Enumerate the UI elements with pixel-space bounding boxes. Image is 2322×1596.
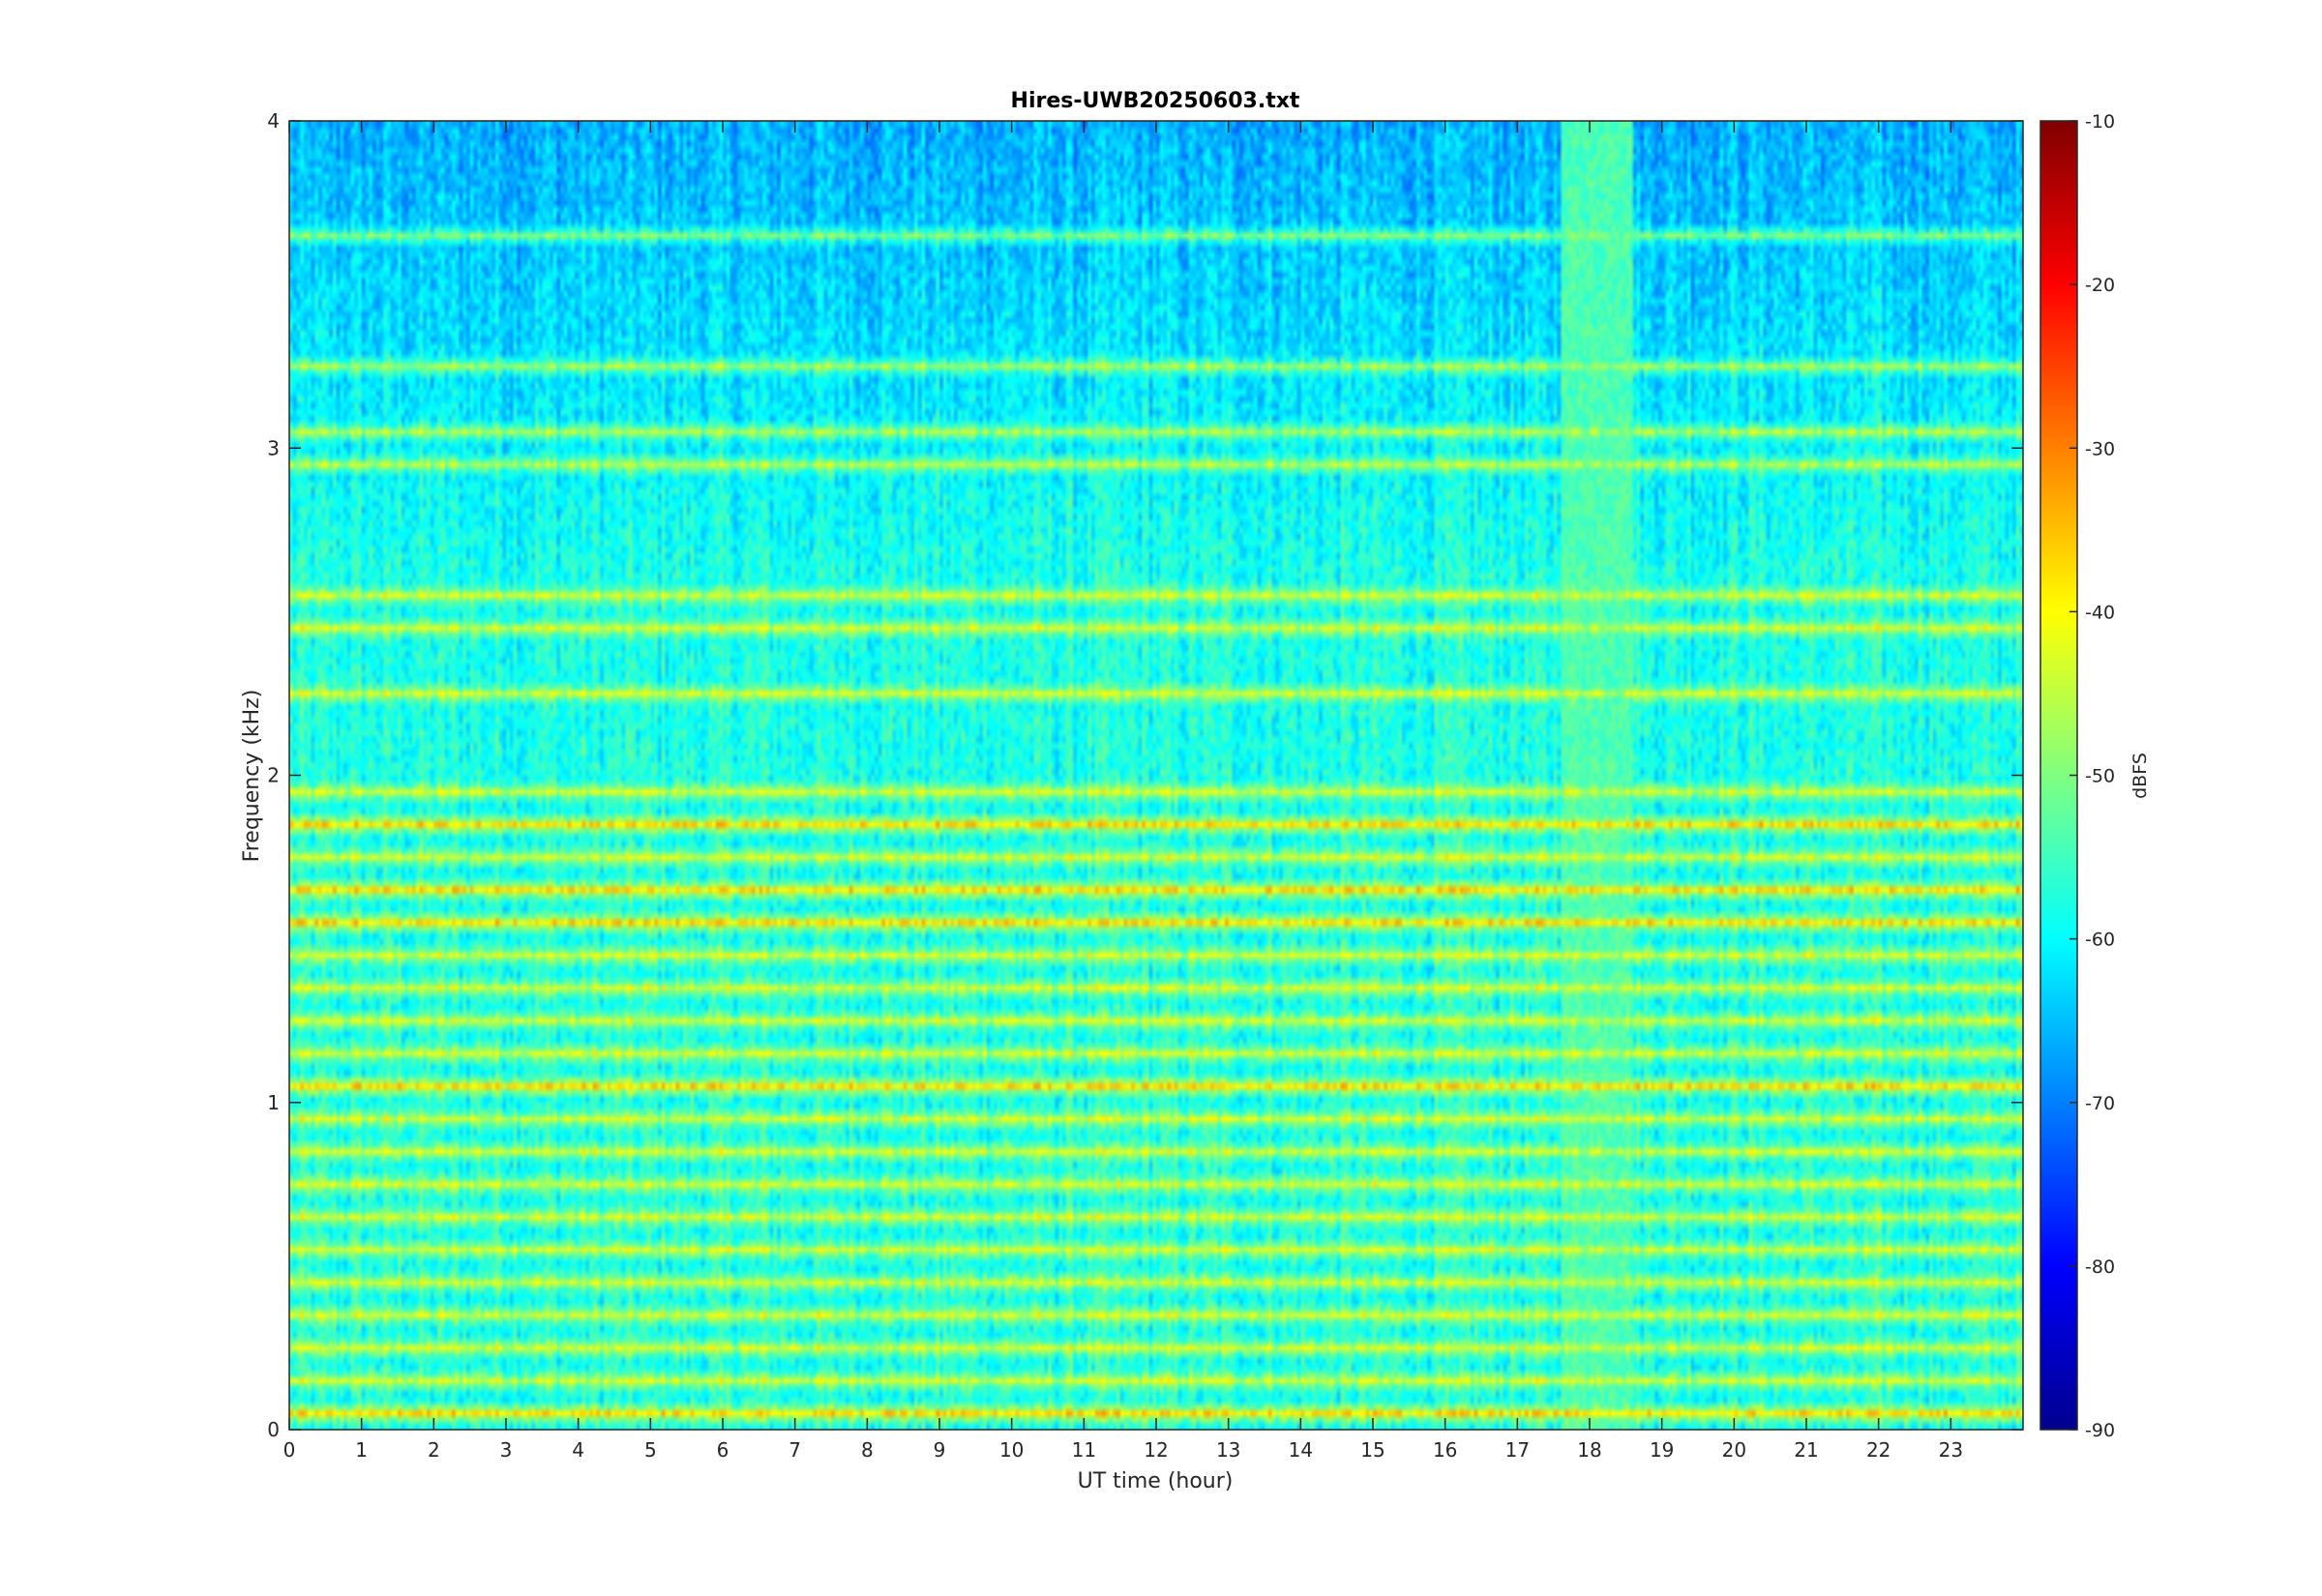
x-axis-label: UT time (hour) (1078, 1469, 1234, 1493)
colorbar-tick-label: -60 (2085, 930, 2115, 951)
x-tick-label: 11 (1072, 1438, 1096, 1462)
x-tick-label: 8 (861, 1438, 874, 1462)
colorbar-ticks: -10 -20 -30 -40 -50 -60 -70 -80 -90 (2069, 111, 2115, 1441)
x-tick-label: 5 (644, 1438, 657, 1462)
colorbar-tick-label: -70 (2085, 1093, 2115, 1114)
x-tick-label: 23 (1939, 1438, 1963, 1462)
x-tick-label: 19 (1650, 1438, 1674, 1462)
colorbar-tick-label: -30 (2085, 438, 2115, 459)
y-tick-label: 1 (267, 1091, 280, 1114)
x-tick-label: 10 (999, 1438, 1024, 1462)
x-tick-label: 12 (1144, 1438, 1168, 1462)
x-tick-label: 16 (1433, 1438, 1457, 1462)
x-tick-label: 6 (717, 1438, 729, 1462)
heatmap-plot-area (289, 121, 2023, 1430)
x-tick-label: 2 (428, 1438, 440, 1462)
colorbar-tick-label: -40 (2085, 602, 2115, 623)
x-tick-label: 20 (1722, 1438, 1746, 1462)
chart-title: Hires-UWB20250603.txt (1011, 89, 1300, 113)
y-tick-label: 2 (267, 764, 280, 787)
x-tick-label: 0 (283, 1438, 296, 1462)
y-tick-label: 3 (267, 436, 280, 459)
y-tick-label: 0 (267, 1418, 280, 1441)
x-tick-label: 9 (934, 1438, 946, 1462)
colorbar: -10 -20 -30 -40 -50 -60 -70 -80 -90 dBFS (2039, 111, 2151, 1441)
x-tick-label: 1 (355, 1438, 368, 1462)
x-tick-label: 15 (1360, 1438, 1384, 1462)
x-tick-label: 7 (789, 1438, 801, 1462)
colorbar-tick-label: -10 (2085, 111, 2115, 133)
colorbar-label: dBFS (2129, 753, 2151, 799)
y-axis-label: Frequency (kHz) (240, 690, 264, 863)
spectrogram-heatmap (289, 121, 2023, 1430)
colorbar-tick-label: -50 (2085, 766, 2115, 787)
x-tick-label: 14 (1289, 1438, 1313, 1462)
x-tick-label: 18 (1577, 1438, 1601, 1462)
x-tick-label: 21 (1794, 1438, 1818, 1462)
x-tick-label: 22 (1866, 1438, 1890, 1462)
colorbar-tick-label: -20 (2085, 275, 2115, 296)
x-tick-label: 13 (1216, 1438, 1240, 1462)
x-tick-label: 17 (1505, 1438, 1530, 1462)
x-axis-ticks: 0 1 2 3 4 5 6 7 8 9 10 11 12 13 14 15 16 17 18 19 20 21 22 23 (283, 121, 1963, 1462)
x-tick-label: 4 (572, 1438, 584, 1462)
x-tick-label: 3 (500, 1438, 513, 1462)
y-tick-label: 4 (267, 109, 280, 133)
colorbar-tick-label: -80 (2085, 1256, 2115, 1278)
colorbar-tick-label: -90 (2085, 1420, 2115, 1441)
y-axis-ticks: 0 1 2 3 4 (267, 109, 2023, 1441)
